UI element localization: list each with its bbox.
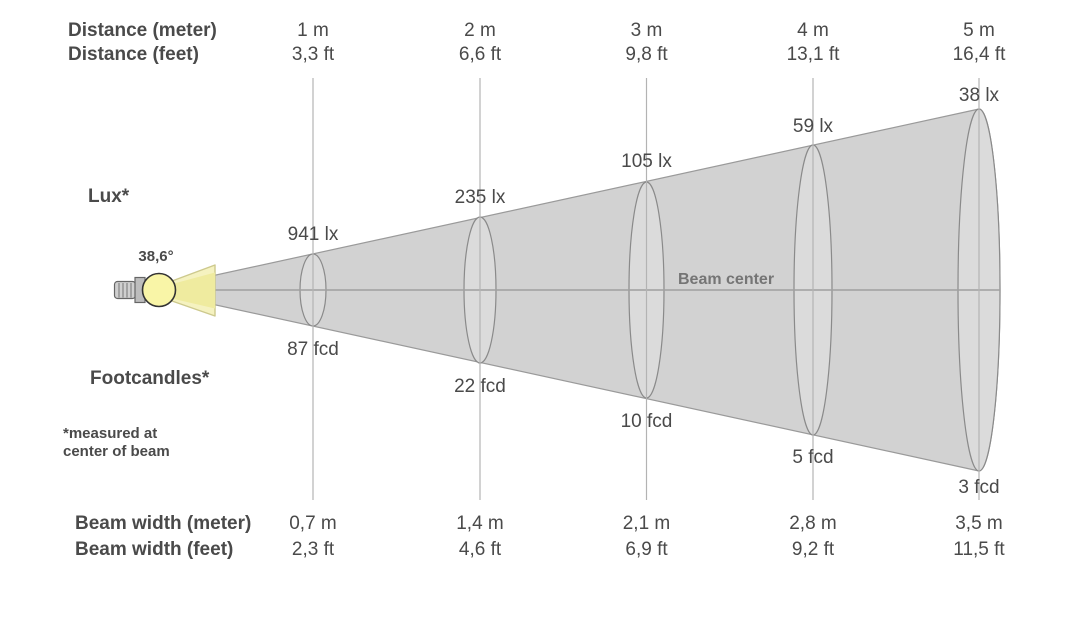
bulb-thread-icon [113, 280, 137, 300]
col2-lux-value: 235 lx [455, 187, 506, 208]
col2-width-ft: 4,6 ft [459, 539, 502, 560]
footnote-line-1: *measured at [63, 425, 157, 442]
beam-angle-label: 38,6° [138, 248, 173, 265]
bulb-globe-icon [141, 272, 177, 308]
distance-feet-label: Distance (feet) [68, 44, 199, 65]
col2-distance-m: 2 m [464, 20, 496, 41]
beam-center-label: Beam center [678, 271, 774, 288]
footcandles-label: Footcandles* [90, 368, 210, 389]
beam-width-feet-label: Beam width (feet) [75, 539, 233, 560]
col5-distance-m: 5 m [963, 20, 995, 41]
col5-width-ft: 11,5 ft [953, 539, 1005, 560]
col1-fcd-value: 87 fcd [287, 339, 339, 360]
col5-fcd-value: 3 fcd [958, 477, 999, 498]
col5-distance-ft: 16,4 ft [953, 44, 1007, 65]
col2-width-m: 1,4 m [456, 513, 504, 534]
col4-distance-ft: 13,1 ft [787, 44, 841, 65]
col2-fcd-value: 22 fcd [454, 376, 506, 397]
footnote-line-2: center of beam [63, 443, 170, 460]
col4-lux-value: 59 lx [793, 116, 834, 137]
col1-distance-ft: 3,3 ft [292, 44, 335, 65]
col4-fcd-value: 5 fcd [792, 447, 833, 468]
lux-label: Lux* [88, 186, 130, 207]
col3-lux-value: 105 lx [621, 151, 672, 172]
beam-width-meter-label: Beam width (meter) [75, 513, 251, 534]
distance-meter-label: Distance (meter) [68, 20, 217, 41]
col1-width-m: 0,7 m [289, 513, 337, 534]
col1-width-ft: 2,3 ft [292, 539, 335, 560]
col4-distance-m: 4 m [797, 20, 829, 41]
col4-width-m: 2,8 m [789, 513, 837, 534]
col3-distance-m: 3 m [631, 20, 663, 41]
col3-width-ft: 6,9 ft [625, 539, 668, 560]
col5-width-m: 3,5 m [955, 513, 1003, 534]
light-bulb-icon [113, 264, 216, 317]
col3-distance-ft: 9,8 ft [625, 44, 668, 65]
col1-distance-m: 1 m [297, 20, 329, 41]
col5-lux-value: 38 lx [959, 85, 1000, 106]
col2-distance-ft: 6,6 ft [459, 44, 502, 65]
col3-fcd-value: 10 fcd [621, 411, 673, 432]
beam-flare-inner-icon [174, 272, 215, 309]
col1-lux-value: 941 lx [288, 224, 339, 245]
col4-width-ft: 9,2 ft [792, 539, 835, 560]
col3-width-m: 2,1 m [623, 513, 671, 534]
